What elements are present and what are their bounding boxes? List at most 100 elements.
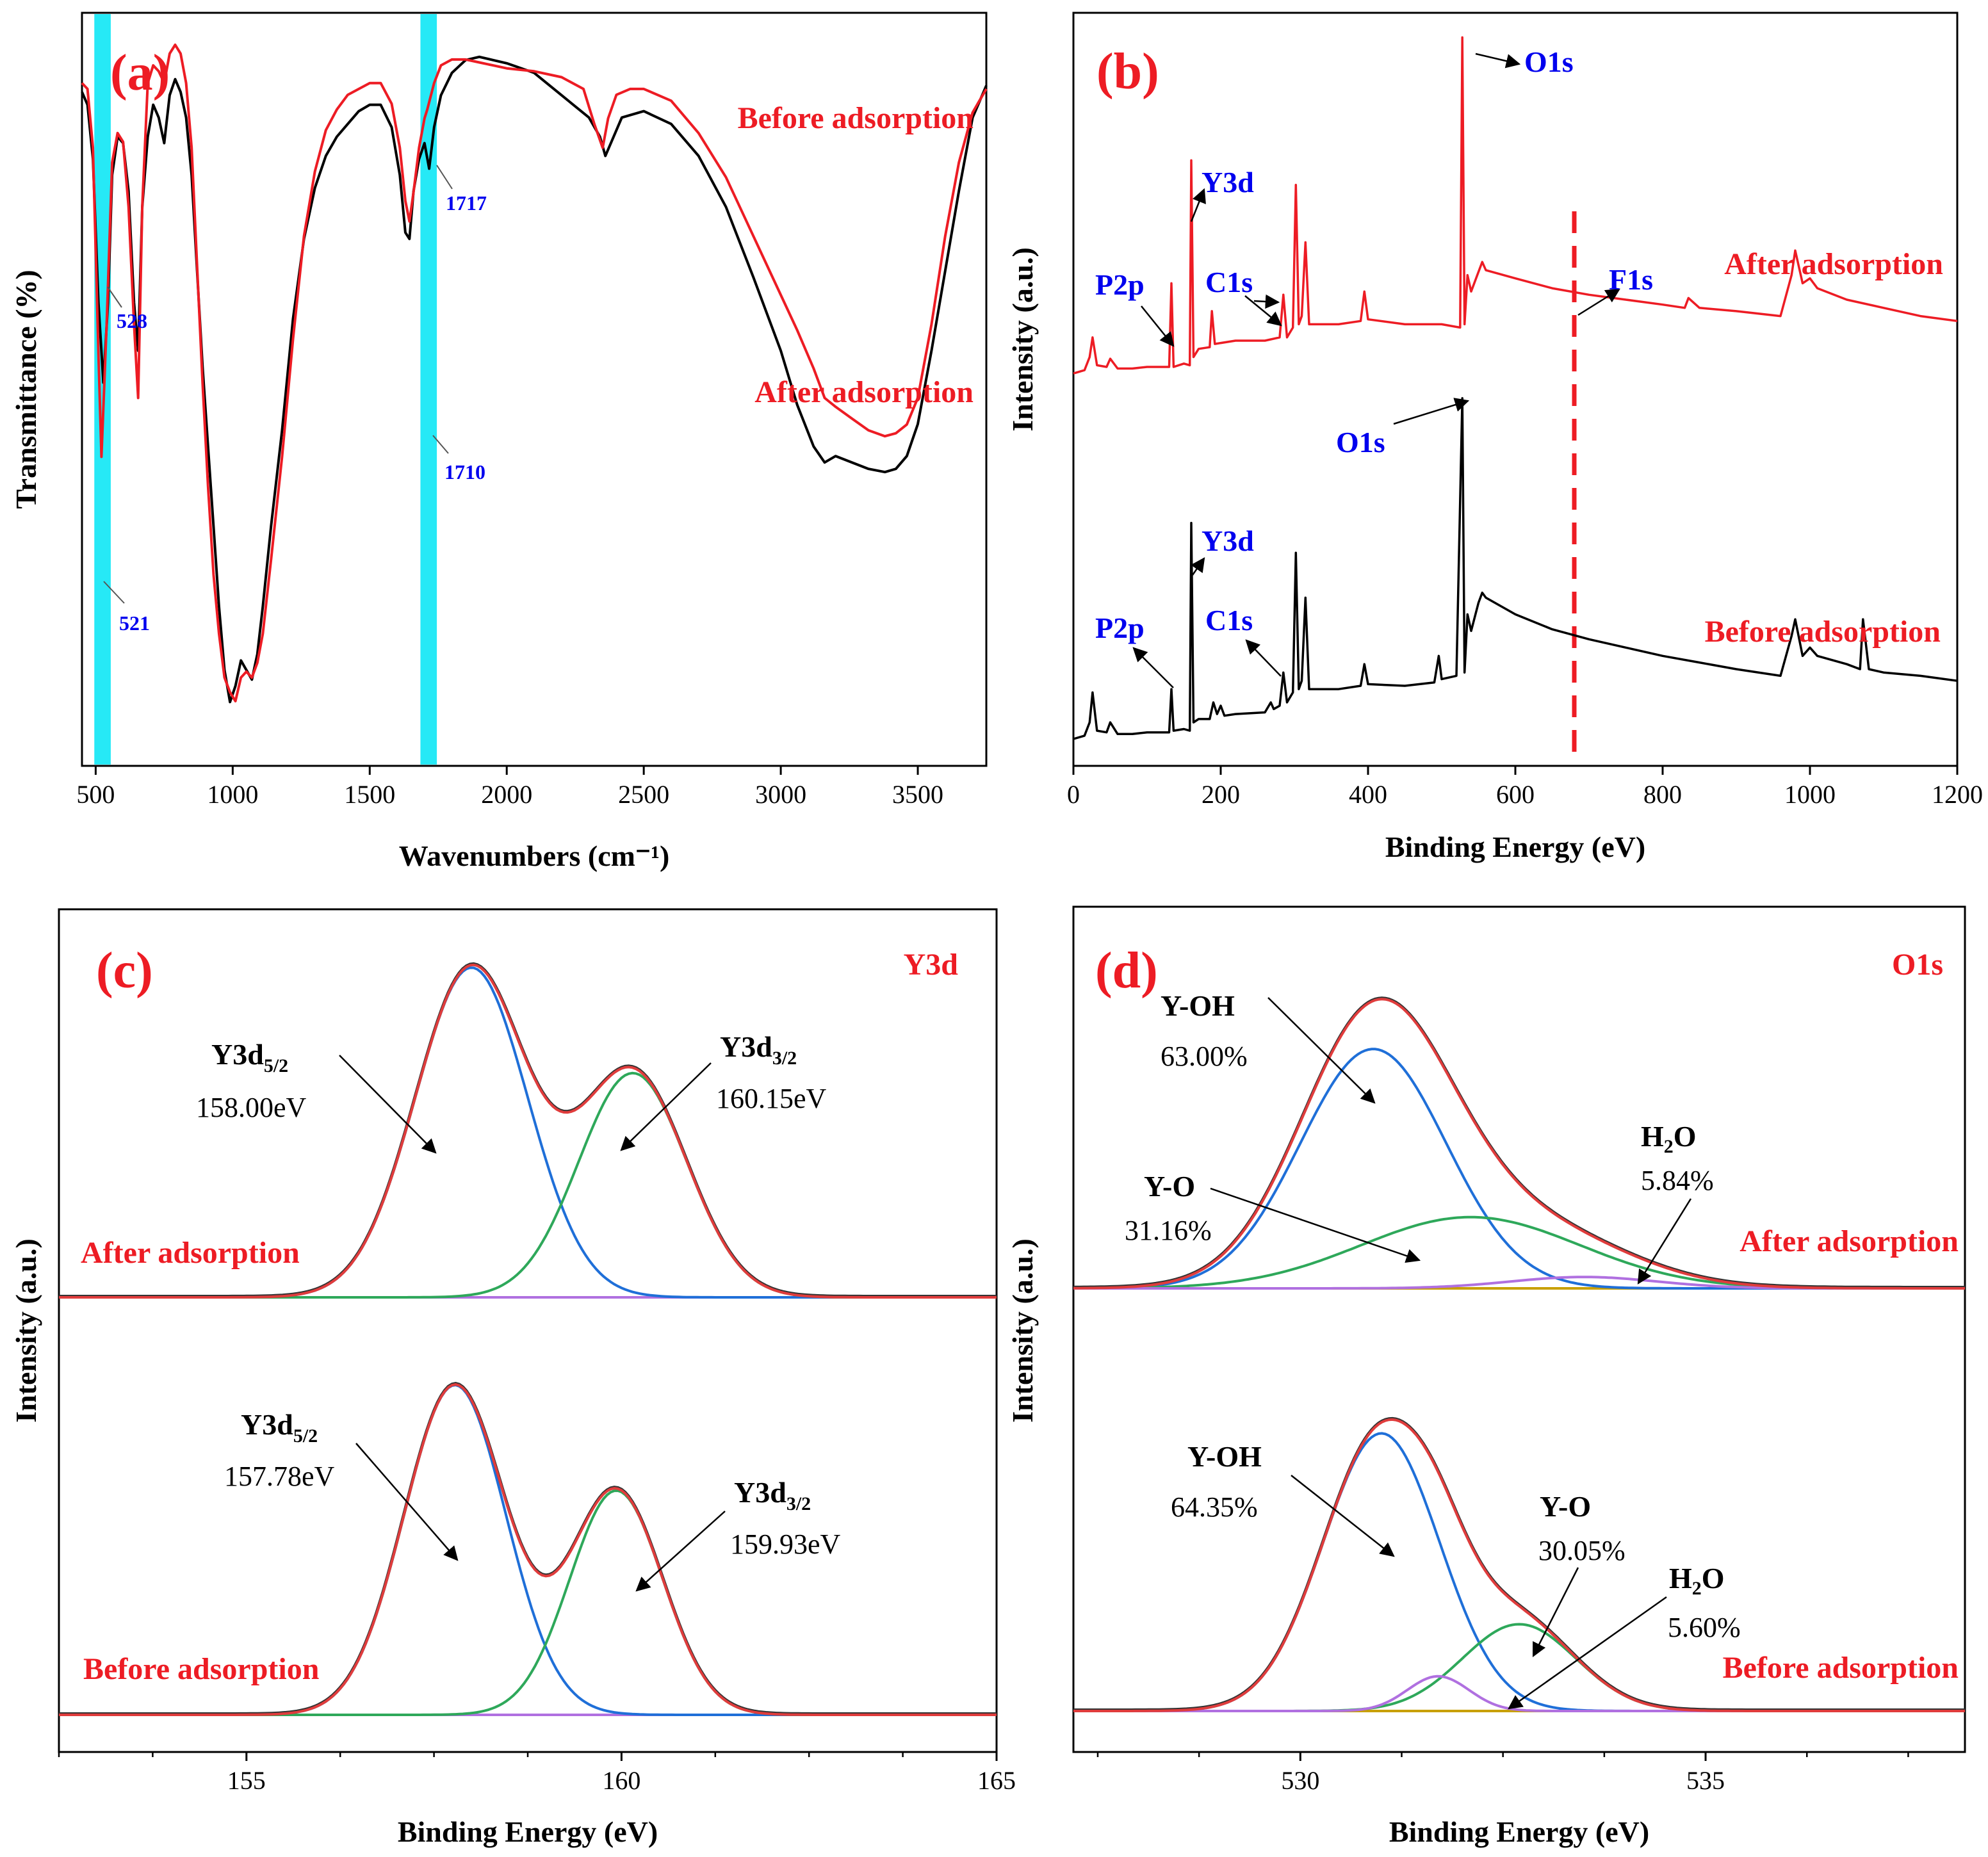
pointer-arrow (1141, 305, 1175, 347)
annotation-1717: 1717 (436, 165, 487, 215)
x-axis-ticks: 500 1000 1500 2000 2500 3000 3500 (76, 766, 943, 809)
peak-value: 63.00% (1161, 1041, 1248, 1072)
peak-value: 64.35% (1171, 1491, 1258, 1523)
peak-label: Y3d (1202, 524, 1254, 557)
peak-name-tail: O (1674, 1120, 1697, 1153)
annotation-1710: 1710 (432, 435, 485, 483)
pointer-arrow-tail (1244, 295, 1282, 327)
peak-name: Y3d5/2 (211, 1038, 288, 1076)
peak-name: H2O (1669, 1562, 1725, 1599)
peak-value: 31.16% (1125, 1215, 1212, 1246)
legend-before: Before adsorption (83, 1652, 319, 1686)
x-tick-label: 200 (1202, 780, 1240, 809)
peak-label: F1s (1609, 263, 1653, 296)
peak-value: 160.15eV (716, 1083, 827, 1114)
peak-label: O1s (1336, 426, 1385, 458)
peak-label-o1s-before: O1s (1336, 398, 1470, 458)
peak-name-main: H (1641, 1120, 1664, 1153)
highlight-band (94, 14, 111, 765)
x-tick-label: 3000 (755, 780, 806, 809)
peak-label: P2p (1095, 268, 1145, 301)
peak-name: Y3d3/2 (734, 1476, 811, 1514)
x-tick-label: 3500 (892, 780, 943, 809)
panel-label: (d) (1095, 943, 1158, 999)
pointer-arrow (1637, 1198, 1692, 1285)
fit-envelope (1073, 998, 1965, 1290)
peak-name-main: Y3d (734, 1476, 786, 1509)
peak-name-main: H (1669, 1562, 1692, 1594)
series-group (59, 962, 997, 1716)
series-group (1073, 36, 1958, 740)
x-tick-label: 535 (1686, 1766, 1725, 1795)
x-tick-label: 1000 (207, 780, 258, 809)
pointer-arrow (1191, 557, 1205, 576)
peak-label-yoh-after: Y-OH 63.00% (1161, 989, 1376, 1104)
peak-name-sub: 5/2 (264, 1055, 288, 1076)
fit-envelope (59, 1383, 997, 1716)
pointer-arrow (1267, 997, 1376, 1104)
pointer-arrow (339, 1055, 437, 1154)
x-tick-label: 0 (1067, 780, 1080, 809)
peak-name-sub: 3/2 (786, 1493, 811, 1514)
pointer-arrow (1508, 1596, 1667, 1710)
panel-d: 530 535 (d) O1s After adsorption Before a… (1006, 905, 1966, 1848)
peak-name: Y-O (1540, 1490, 1591, 1523)
x-tick-label: 2500 (618, 780, 669, 809)
peak-name: Y-OH (1161, 989, 1235, 1022)
y-axis-label: Intensity (a.u.) (1006, 247, 1039, 432)
peak-name: Y-O (1144, 1170, 1195, 1203)
peak-label: O1s (1524, 45, 1574, 78)
peak-name: Y3d3/2 (720, 1030, 797, 1069)
leader-line (436, 165, 453, 190)
peak-label: P2p (1095, 612, 1145, 644)
peak-name-sub: 2 (1692, 1578, 1702, 1599)
legend-before: Before adsorption (738, 101, 974, 135)
pointer-arrow (1253, 294, 1280, 309)
highlight-band (420, 14, 437, 765)
pointer-arrow (1132, 647, 1174, 688)
y-axis-label: Intensity (a.u.) (10, 1238, 42, 1423)
panel-a: 500 1000 1500 2000 2500 3000 3500 (a) Before a… (10, 12, 988, 872)
peak-label: C1s (1205, 266, 1253, 298)
peak-name-main: Y3d (720, 1030, 772, 1063)
peak-name: H2O (1641, 1120, 1697, 1157)
peak-value: 30.05% (1538, 1535, 1625, 1566)
peak-label-o1s-after: O1s (1475, 45, 1574, 78)
peak-label-yo-after: Y-O 31.16% (1125, 1170, 1421, 1263)
series-after-adsorption (81, 44, 988, 702)
legend-after: After adsorption (1724, 247, 1943, 281)
series-before-adsorption (1073, 397, 1958, 740)
peak-value: 5.84% (1641, 1165, 1714, 1196)
pointer-arrow (635, 1511, 726, 1592)
pointer-arrow (1190, 188, 1206, 222)
legend-after: After adsorption (1739, 1224, 1959, 1258)
annotation-label: 1710 (444, 460, 485, 483)
x-tick-label: 500 (76, 780, 115, 809)
x-tick-label: 160 (602, 1766, 640, 1795)
peak-label: Y3d (1202, 166, 1254, 199)
annotation-528: 528 (107, 286, 147, 332)
x-tick-label: 1500 (344, 780, 395, 809)
x-tick-label: 2000 (481, 780, 532, 809)
peak-label-y3d52-before: Y3d5/2 157.78eV (224, 1408, 459, 1561)
peak-name-sub: 2 (1664, 1136, 1674, 1157)
pointer-arrow (1393, 398, 1470, 425)
peak-value: 157.78eV (224, 1461, 335, 1492)
peak-label-c1s-after: C1s (1205, 266, 1282, 327)
legend-before: Before adsorption (1723, 1651, 1959, 1685)
x-axis-label: Binding Energy (eV) (1385, 831, 1645, 863)
pointer-arrow (1577, 288, 1620, 316)
legend-before: Before adsorption (1705, 615, 1941, 649)
peak-value: 159.93eV (730, 1529, 841, 1560)
panel-b-frame (1072, 12, 1959, 767)
x-tick-label: 155 (227, 1766, 266, 1795)
peak-label-y3d32-after: Y3d3/2 160.15eV (620, 1030, 827, 1151)
fit-envelope (59, 963, 997, 1299)
series-before-adsorption (81, 55, 988, 704)
peak-label-c1s-before: C1s (1205, 604, 1282, 677)
panel-c-frame (58, 908, 998, 1753)
x-tick-label: 165 (977, 1766, 1016, 1795)
legend-after: After adsorption (81, 1236, 300, 1270)
annotation-label: 521 (119, 612, 150, 635)
y-axis-label: Intensity (a.u.) (1006, 1238, 1039, 1423)
